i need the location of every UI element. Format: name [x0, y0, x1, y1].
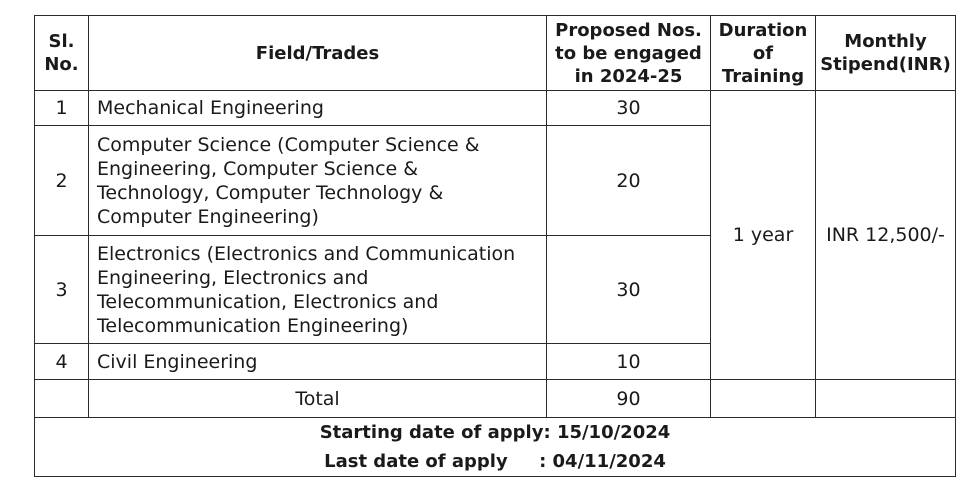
table-row: 4 Civil Engineering 10: [34, 343, 956, 380]
last-date-label: Last date of apply: [324, 451, 508, 472]
field-cell: Computer Science (Computer Science & Eng…: [88, 125, 547, 236]
field-line: Computer Science (Computer Science &: [97, 133, 480, 156]
start-date-line: Starting date of apply: 15/10/2024: [35, 418, 955, 447]
field-line: Engineering, Electronics and: [97, 266, 369, 289]
total-row: Total 90: [34, 379, 956, 418]
sl-cell: 2: [34, 125, 89, 236]
sl-cell: 3: [34, 235, 89, 344]
footer-row: Starting date of apply: 15/10/2024 Last …: [34, 417, 956, 477]
header-proposed-line: to be engaged: [555, 42, 702, 64]
total-value: 90: [546, 379, 711, 418]
header-stipend-line: Stipend(INR): [820, 54, 951, 75]
apply-dates: Starting date of apply: 15/10/2024 Last …: [34, 417, 956, 477]
last-date-value: : 04/11/2024: [539, 451, 666, 472]
stipend-cell: INR 12,500/-: [815, 90, 956, 380]
field-line: Mechanical Engineering: [97, 97, 324, 119]
header-duration-line: Training: [721, 65, 805, 87]
header-stipend-line: Monthly: [844, 31, 927, 52]
nos-cell: 10: [546, 343, 711, 380]
header-field: Field/Trades: [88, 15, 547, 91]
field-line: Electronics (Electronics and Communicati…: [97, 242, 516, 265]
header-duration-line: of: [752, 42, 774, 64]
total-sl-cell: [34, 379, 89, 418]
nos-cell: 30: [546, 235, 711, 344]
field-cell: Mechanical Engineering: [88, 90, 547, 126]
start-date-value: 15/10/2024: [556, 422, 671, 443]
table-row: 2 Computer Science (Computer Science & E…: [34, 125, 956, 236]
field-cell: Electronics (Electronics and Communicati…: [88, 235, 547, 344]
nos-cell: 30: [546, 90, 711, 126]
header-sl-line: No.: [44, 54, 79, 75]
header-sl-line: Sl.: [48, 31, 75, 52]
header-duration-line: Duration: [718, 19, 808, 41]
sl-cell: 4: [34, 343, 89, 380]
training-table: Sl. No. Field/Trades Proposed Nos. to be…: [34, 15, 956, 477]
total-stipend-cell: [815, 379, 956, 418]
header-proposed: Proposed Nos. to be engaged in 2024-25: [546, 15, 711, 91]
field-line: Computer Engineering): [97, 205, 319, 228]
header-stipend: Monthly Stipend(INR): [815, 15, 956, 91]
nos-cell: 20: [546, 125, 711, 236]
header-proposed-line: in 2024-25: [574, 65, 683, 87]
field-line: Technology, Computer Technology &: [97, 181, 444, 204]
table-row: 1 Mechanical Engineering 30 1 year INR 1…: [34, 90, 956, 380]
header-row: Sl. No. Field/Trades Proposed Nos. to be…: [34, 15, 956, 91]
field-line: Telecommunication, Electronics and: [97, 290, 439, 313]
header-proposed-line: Proposed Nos.: [555, 19, 702, 41]
start-date-label: Starting date of apply:: [319, 422, 551, 443]
header-duration: Duration of Training: [710, 15, 816, 91]
field-cell: Civil Engineering: [88, 343, 547, 380]
duration-cell: 1 year: [710, 90, 816, 380]
field-line: Engineering, Computer Science &: [97, 157, 419, 180]
field-line: Civil Engineering: [97, 350, 258, 373]
total-label: Total: [88, 379, 547, 418]
sl-cell: 1: [34, 90, 89, 126]
table-row: 3 Electronics (Electronics and Communica…: [34, 235, 956, 344]
total-duration-cell: [710, 379, 816, 418]
field-line: Telecommunication Engineering): [97, 314, 409, 337]
header-sl: Sl. No.: [34, 15, 89, 91]
last-date-line: Last date of apply : 04/11/2024: [35, 447, 955, 476]
